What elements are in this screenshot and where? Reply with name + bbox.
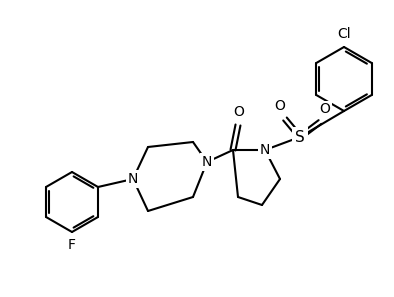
Text: O: O [275,99,285,113]
Text: Cl: Cl [337,27,351,41]
Text: F: F [68,238,76,252]
Text: N: N [128,172,138,186]
Text: O: O [234,105,244,119]
Text: S: S [295,129,305,145]
Text: N: N [260,143,270,157]
Text: O: O [320,102,331,116]
Text: N: N [202,155,212,169]
